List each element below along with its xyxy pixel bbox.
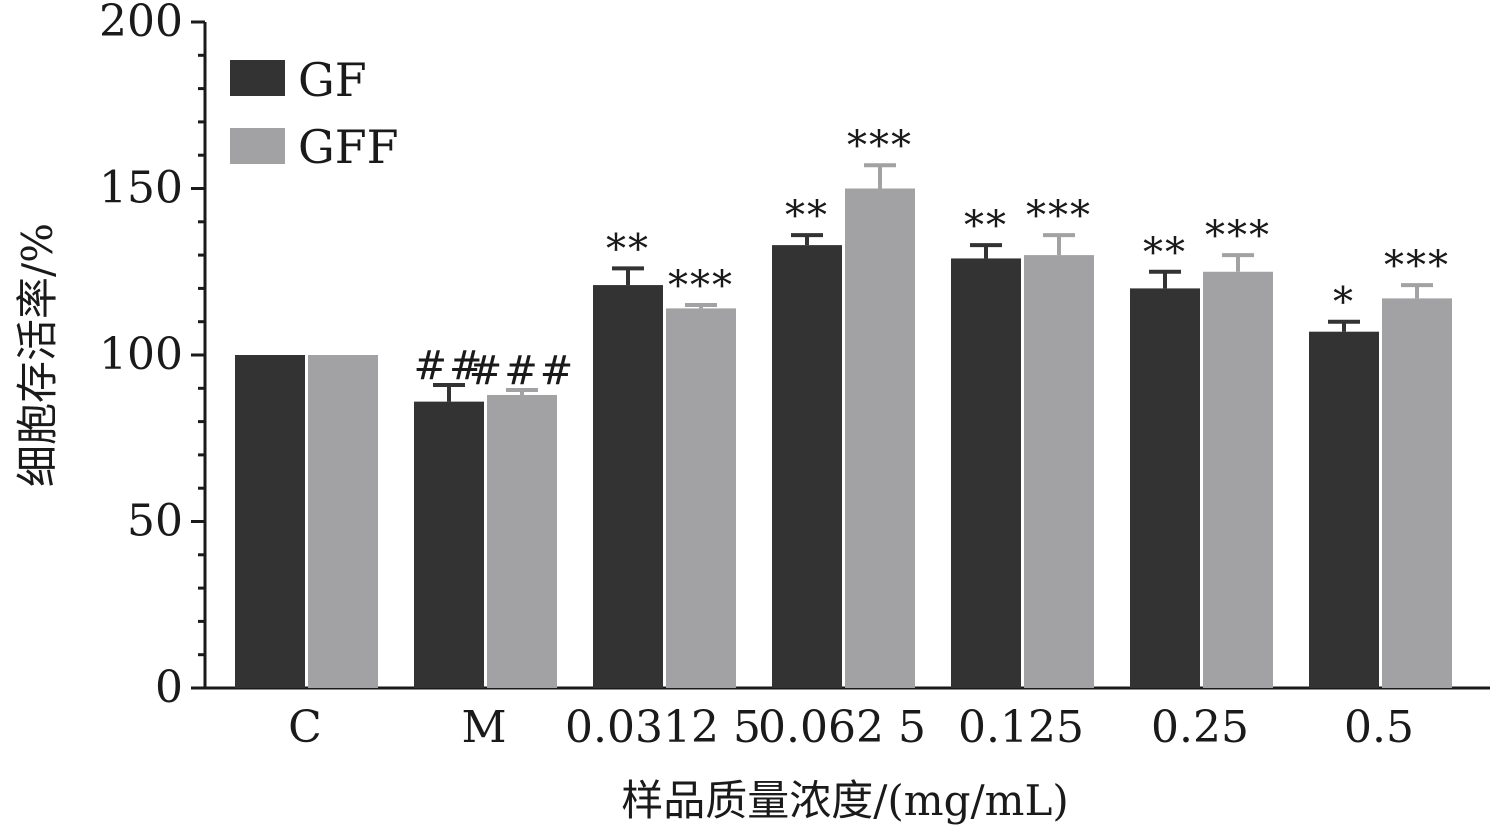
bar-gf (772, 245, 842, 689)
y-tick-label: 50 (127, 496, 183, 547)
x-tick-label: 0.0312 5 (565, 702, 761, 753)
y-axis-label: 细胞存活率/% (13, 223, 62, 487)
legend-swatch-gf (230, 60, 285, 96)
significance-label-gf: ** (1143, 230, 1187, 276)
x-axis: C M 0.0312 50.062 5 0.125 0.25 0.5 (205, 686, 1490, 753)
significance-label-gf: ** (964, 203, 1008, 249)
legend: GF GFF (230, 53, 399, 174)
bar-gff (1203, 271, 1273, 688)
significance-label-gff: *** (847, 123, 913, 169)
significance-label-gff: *** (668, 263, 734, 309)
legend-label-gff: GFF (298, 120, 399, 174)
bar-gff (1382, 298, 1452, 688)
bar-gf (951, 258, 1021, 688)
y-tick-label: 200 (99, 0, 183, 47)
significance-label-gff: ### (469, 348, 576, 394)
x-axis-label: 样品质量浓度/(mg/mL) (621, 776, 1069, 825)
significance-label-gf: * (1333, 280, 1355, 326)
significance-label-gff: *** (1205, 213, 1271, 259)
bar-gff (1024, 255, 1094, 688)
x-tick-label: 0.5 (1344, 702, 1414, 753)
significance-label-gf: ## (413, 343, 484, 389)
legend-swatch-gff (230, 128, 285, 164)
significance-label-gff: *** (1026, 193, 1092, 239)
bar-gf (1130, 288, 1200, 688)
y-axis: 0 50 100 150 200 (99, 0, 207, 713)
y-tick-label: 0 (155, 662, 183, 713)
bar-gff (487, 394, 557, 688)
x-tick-label: C (288, 702, 322, 753)
bars-group (235, 188, 1452, 689)
bar-gf (1309, 331, 1379, 688)
significance-labels-group: ##**** *****###********* ****** (413, 123, 1450, 394)
bar-gff (308, 355, 378, 688)
y-tick-label: 100 (99, 329, 183, 380)
error-bars-group (433, 163, 1433, 402)
x-tick-label: 0.125 (958, 702, 1084, 753)
bar-gf (235, 355, 305, 688)
bar-gf (414, 401, 484, 688)
y-tick-label: 150 (99, 163, 183, 214)
bar-gff (666, 308, 736, 688)
significance-label-gff: *** (1384, 243, 1450, 289)
significance-label-gf: ** (785, 193, 829, 239)
legend-label-gf: GF (298, 53, 367, 107)
x-tick-label: 0.25 (1151, 702, 1249, 753)
x-tick-label: 0.062 5 (758, 702, 926, 753)
bar-gff (845, 188, 915, 688)
x-tick-label: M (461, 702, 506, 753)
significance-label-gf: ** (606, 226, 650, 272)
bar-gf (593, 285, 663, 688)
